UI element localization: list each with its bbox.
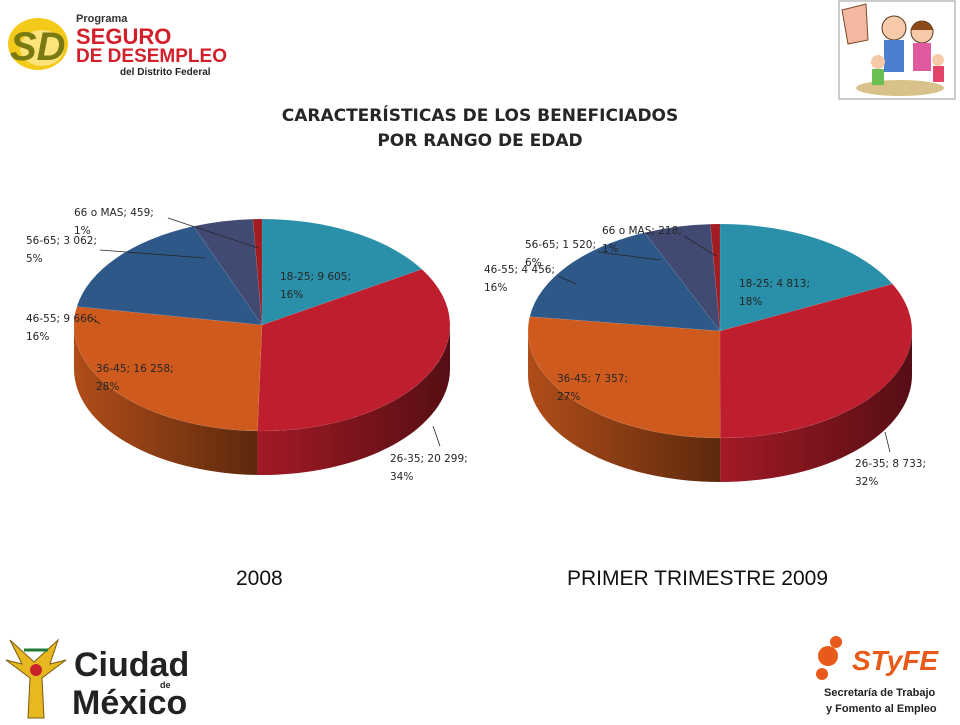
leader-line-66 o MAS [167,217,259,249]
data-label-66 o MAS: 66 o MAS; 459; 1% [74,207,154,237]
pie-side-36-45 [74,325,258,475]
pie-side-36-45 [528,331,721,482]
leader-line-26-35 [884,431,891,453]
pie-slice-46-55 [76,225,263,326]
program-line2: DE DESEMPLEO [76,46,227,67]
styfe-line2: y Fomento al Empleo [826,703,937,715]
ciudad-de-mexico-logo: Ciudad de México [0,630,200,722]
pie-slice-18-25 [261,218,423,326]
pie-chart-0: 18-25; 9 605; 16% 26-35; 20 299; 34% 36-45; … [26,207,468,483]
pie-slice-66 o MAS [710,223,721,332]
pie-slice-66 o MAS [252,218,263,326]
city-line1: Ciudad [74,646,189,684]
leader-line-46-55 [91,317,101,325]
caption-left: 2008 [236,567,283,590]
data-label-46-55: 46-55; 4 456; 16% [484,264,555,294]
city-line2: México [72,684,187,720]
caption-right: PRIMER TRIMESTRE 2009 [567,567,829,590]
data-label-36-45: 36-45; 7 357; 27% [557,373,628,403]
pie-slice-36-45 [527,316,721,439]
pie-slice-56-65 [644,223,721,332]
leader-line-26-35 [432,425,441,447]
data-label-56-65: 56-65; 1 520; 6% [525,239,596,269]
program-line3: del Distrito Federal [120,67,211,78]
program-small-text: Programa [76,13,128,25]
data-label-56-65: 56-65; 3 062; 5% [26,235,97,265]
styfe-mark: STyFE [852,645,939,676]
city-de: de [160,680,171,690]
pie-side-26-35 [257,325,450,475]
program-line1: SEGURO [76,24,171,49]
pie-chart-1: 18-25; 4 813; 18% 26-35; 8 733; 32% 36-45; 7… [484,223,926,488]
leader-line-56-65 [597,251,661,261]
seguro-desempleo-logo: SD Programa SEGURO DE DESEMPLEO del Dist… [4,4,244,82]
pie-slice-36-45 [73,306,263,432]
pie-slice-26-35 [719,283,913,439]
pie-side-26-35 [720,331,912,482]
pie-slice-26-35 [257,268,451,432]
family-illustration [838,0,956,100]
leader-line-56-65 [99,249,206,259]
styfe-line1: Secretaría de Trabajo [824,687,936,699]
leader-line-46-55 [557,275,577,285]
chart-title: CARACTERÍSTICAS DE LOS BENEFICIADOS POR … [180,104,780,154]
data-label-18-25: 18-25; 4 813; 18% [739,278,810,308]
chart-title-line2: POR RANGO DE EDAD [377,131,583,151]
data-label-26-35: 26-35; 8 733; 32% [855,458,926,488]
sd-logo-mark: SD [10,25,66,69]
data-label-26-35: 26-35; 20 299; 34% [390,453,468,483]
leader-line-66 o MAS [683,235,717,257]
data-label-36-45: 36-45; 16 258; 28% [96,363,174,393]
data-label-46-55: 46-55; 9 666; 16% [26,313,97,343]
data-label-18-25: 18-25; 9 605; 16% [280,271,351,301]
pie-slice-46-55 [529,232,721,332]
styfe-logo: STyFE Secretaría de Trabajo y Fomento al… [814,628,960,718]
chart-title-line1: CARACTERÍSTICAS DE LOS BENEFICIADOS [281,106,679,126]
pie-slice-18-25 [719,223,893,332]
data-label-66 o MAS: 66 o MAS; 218; 1% [602,225,682,255]
